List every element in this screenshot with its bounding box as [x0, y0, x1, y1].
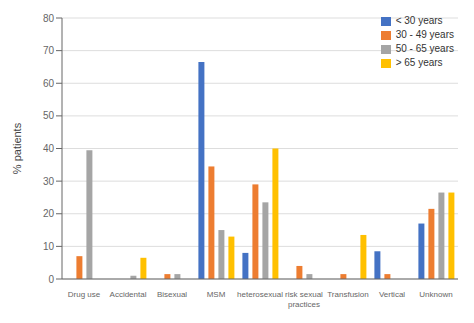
svg-text:30: 30 [43, 176, 55, 187]
svg-text:Drug use: Drug use [68, 290, 101, 299]
svg-text:% patients: % patients [11, 122, 23, 174]
svg-text:80: 80 [43, 13, 55, 24]
svg-text:Vertical: Vertical [379, 290, 405, 299]
svg-text:20: 20 [43, 208, 55, 219]
html-text:> 65 years: > 65 years [395, 57, 443, 68]
svg-text:10: 10 [43, 241, 55, 252]
svg-text:50: 50 [43, 110, 55, 121]
svg-text:60: 60 [43, 78, 55, 89]
svg-text:70: 70 [43, 45, 55, 56]
svg-text:MSM: MSM [207, 290, 226, 299]
svg-text:Transfusion: Transfusion [327, 290, 369, 299]
svg-text:0: 0 [48, 274, 54, 285]
svg-text:Unknown: Unknown [419, 290, 452, 299]
svg-text:40: 40 [43, 143, 55, 154]
svg-text:Accidental: Accidental [110, 290, 147, 299]
svg-text:Bisexual: Bisexual [157, 290, 187, 299]
svg-text:risk sexualpractices: risk sexualpractices [285, 290, 323, 309]
html-text:< 30 years: < 30 years [395, 15, 443, 26]
svg-text:heterosexual: heterosexual [237, 290, 283, 299]
html-text:30 - 49 years: 30 - 49 years [395, 29, 454, 40]
html-text:50 - 65 years: 50 - 65 years [395, 43, 454, 54]
